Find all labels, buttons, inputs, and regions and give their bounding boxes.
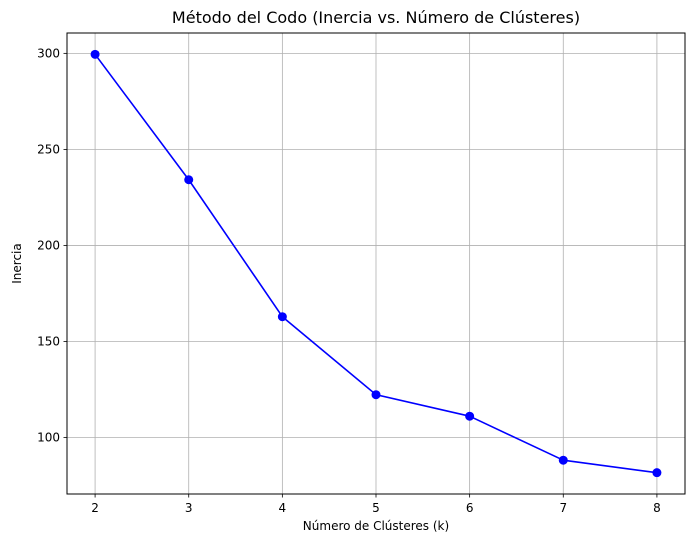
data-point [371,390,381,400]
chart-title: Método del Codo (Inercia vs. Número de C… [172,8,580,27]
y-tick-label: 250 [37,142,60,156]
x-gridlines [94,33,658,494]
y-axis-label: Inercia [10,243,24,283]
data-point [558,455,568,465]
data-point [652,468,662,478]
x-tick-label: 4 [279,501,287,515]
x-tick-label: 8 [653,501,661,515]
y-gridlines [67,52,685,438]
x-tick-label: 5 [372,501,380,515]
x-axis-label: Número de Clústeres (k) [303,519,449,533]
y-tick-label: 100 [37,431,60,445]
y-tick-label: 150 [37,334,60,348]
x-tick-label: 2 [91,501,99,515]
data-point [184,175,194,185]
y-axis-ticks: 100 150 200 250 300 [37,46,67,445]
x-tick-label: 6 [466,501,474,515]
x-tick-label: 7 [559,501,567,515]
data-point [465,411,475,421]
y-tick-label: 300 [37,46,60,60]
y-tick-label: 200 [37,238,60,252]
x-axis-ticks: 2 3 4 5 6 7 8 [91,494,661,515]
data-point [90,49,100,59]
x-tick-label: 3 [185,501,193,515]
series-inercia [90,49,662,478]
data-point [277,312,287,322]
